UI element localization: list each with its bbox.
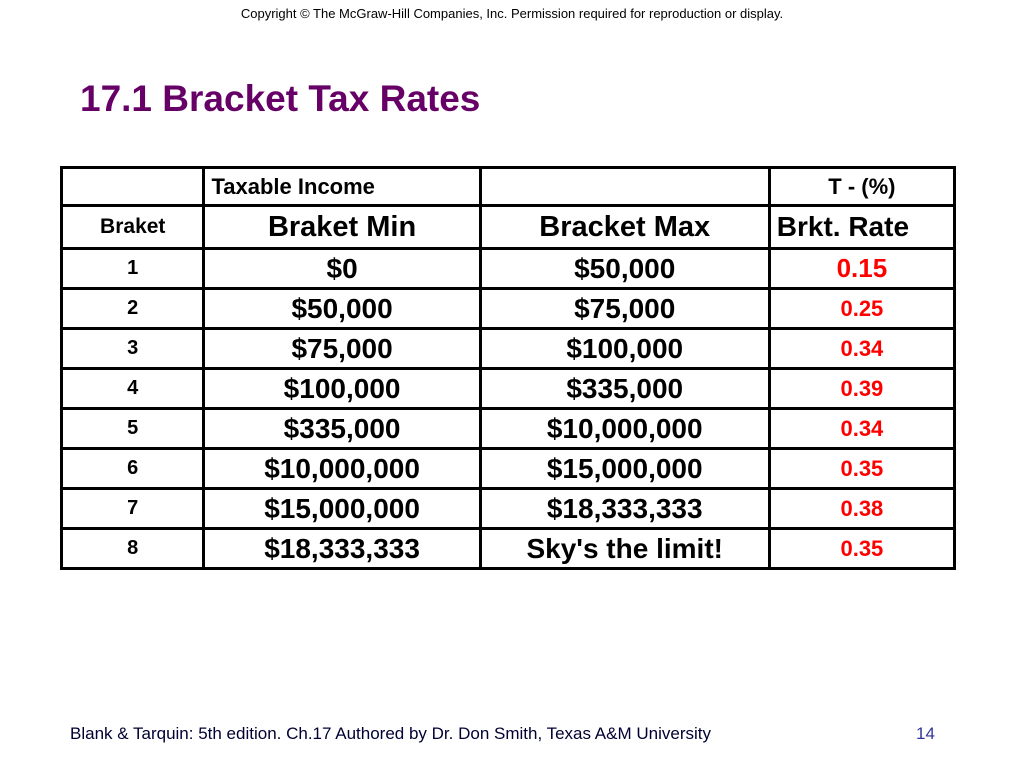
bracket-number-cell: 1 — [59, 247, 206, 290]
bracket-number-cell: 2 — [59, 287, 206, 330]
bracket-max-cell: $335,000 — [478, 367, 771, 410]
bracket-rate-cell: 0.34 — [767, 327, 957, 370]
bracket-rate-cell: 0.35 — [767, 447, 957, 490]
header-taxable-income: Taxable Income — [202, 166, 482, 207]
bracket-max-cell: $50,000 — [478, 247, 771, 290]
bracket-max-cell: $75,000 — [478, 287, 771, 330]
bracket-max-cell: $15,000,000 — [478, 447, 771, 490]
bracket-rate-cell: 0.15 — [767, 247, 957, 290]
bracket-max-cell: $100,000 — [478, 327, 771, 370]
table-row: 2 $50,000 $75,000 0.25 — [59, 287, 957, 330]
header-cell-blank-2 — [478, 166, 771, 207]
table-row: 5 $335,000 $10,000,000 0.34 — [59, 407, 957, 450]
footer-credit: Blank & Tarquin: 5th edition. Ch.17 Auth… — [70, 724, 711, 743]
header-t-percent: T - (%) — [767, 166, 957, 207]
page-number: 14 — [916, 724, 935, 743]
header-braket-min: Braket Min — [202, 204, 482, 250]
table-row: 4 $100,000 $335,000 0.39 — [59, 367, 957, 410]
table-row: 7 $15,000,000 $18,333,333 0.38 — [59, 487, 957, 530]
header-row-2: Braket Braket Min Bracket Max Brkt. Rate — [59, 204, 957, 250]
table-row: 8 $18,333,333 Sky's the limit! 0.35 — [59, 527, 957, 570]
bracket-min-cell: $100,000 — [202, 367, 482, 410]
header-bracket-max: Bracket Max — [478, 204, 771, 250]
bracket-number-cell: 3 — [59, 327, 206, 370]
bracket-rate-cell: 0.39 — [767, 367, 957, 410]
bracket-min-cell: $50,000 — [202, 287, 482, 330]
bracket-min-cell: $10,000,000 — [202, 447, 482, 490]
bracket-rate-cell: 0.34 — [767, 407, 957, 450]
bracket-tax-table: Taxable Income T - (%) Braket Braket Min… — [59, 166, 957, 570]
bracket-min-cell: $335,000 — [202, 407, 482, 450]
bracket-min-cell: $75,000 — [202, 327, 482, 370]
bracket-min-cell: $18,333,333 — [202, 527, 482, 570]
bracket-number-cell: 6 — [59, 447, 206, 490]
bracket-max-cell: Sky's the limit! — [478, 527, 771, 570]
bracket-number-cell: 4 — [59, 367, 206, 410]
bracket-rate-cell: 0.35 — [767, 527, 957, 570]
table-row: 6 $10,000,000 $15,000,000 0.35 — [59, 447, 957, 490]
bracket-max-cell: $18,333,333 — [478, 487, 771, 530]
bracket-max-cell: $10,000,000 — [478, 407, 771, 450]
header-cell-blank-1 — [59, 166, 206, 207]
table-row: 1 $0 $50,000 0.15 — [59, 247, 957, 290]
bracket-rate-cell: 0.25 — [767, 287, 957, 330]
bracket-min-cell: $0 — [202, 247, 482, 290]
copyright-notice: Copyright © The McGraw-Hill Companies, I… — [240, 6, 784, 21]
table-row: 3 $75,000 $100,000 0.34 — [59, 327, 957, 370]
header-braket: Braket — [59, 204, 206, 250]
header-row-1: Taxable Income T - (%) — [59, 166, 957, 207]
bracket-number-cell: 5 — [59, 407, 206, 450]
bracket-number-cell: 8 — [59, 527, 206, 570]
bracket-number-cell: 7 — [59, 487, 206, 530]
bracket-min-cell: $15,000,000 — [202, 487, 482, 530]
header-brkt-rate: Brkt. Rate — [767, 204, 957, 250]
bracket-rate-cell: 0.38 — [767, 487, 957, 530]
slide-title: 17.1 Bracket Tax Rates — [80, 78, 481, 119]
